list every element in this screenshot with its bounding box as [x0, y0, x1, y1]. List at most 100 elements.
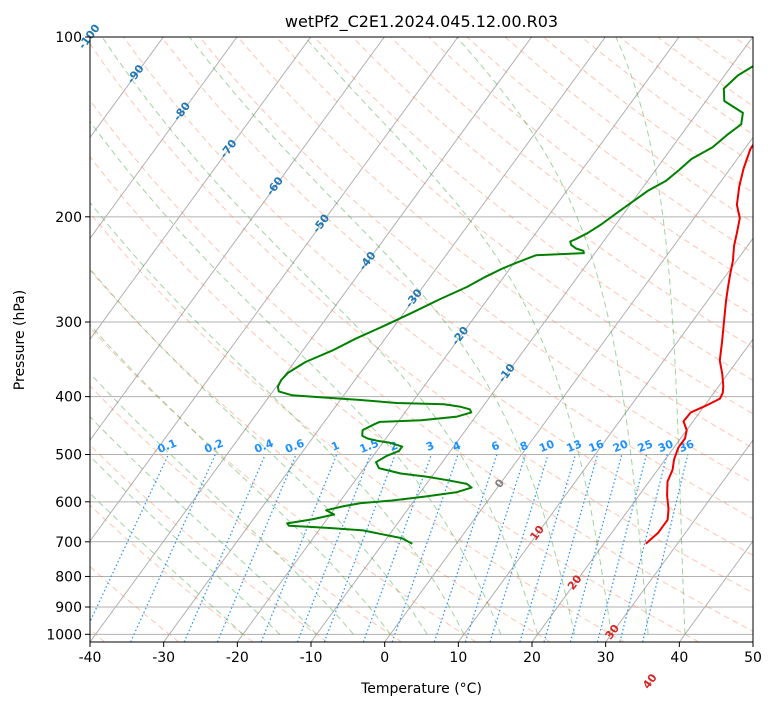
isotherm-line	[90, 37, 238, 240]
y-tick-label: 500	[55, 448, 82, 464]
isotherm-label: -40	[356, 249, 379, 273]
mixing-ratio-label: 0.1	[156, 437, 179, 456]
x-axis: -40 -30 -20 -10 0 10 20 30 40 50	[79, 642, 762, 666]
grid-lines	[90, 37, 753, 642]
isotherm-label: 30	[603, 622, 623, 642]
dry-adiabat	[90, 269, 551, 642]
isotherm-line	[605, 439, 753, 642]
mixing-ratio-label: 6	[490, 439, 502, 454]
dry-adiabat	[466, 37, 753, 254]
y-tick-label: 1000	[46, 627, 82, 643]
isotherm-line	[90, 37, 385, 442]
y-tick-label: 100	[55, 30, 82, 46]
mixing-ratio-label: 0.6	[283, 436, 306, 455]
isotherm-label: -70	[217, 137, 240, 161]
mixing-ratio-line	[596, 454, 648, 642]
plot-frame	[89, 36, 754, 643]
dry-adiabat	[90, 212, 625, 642]
x-tick-label: -20	[226, 650, 249, 666]
isotherm-label: -10	[495, 361, 518, 385]
x-tick-label: -30	[152, 650, 175, 666]
dry-adiabat	[199, 37, 753, 484]
y-tick-label: 400	[55, 390, 82, 406]
dry-adiabat	[657, 37, 753, 107]
mixing-ratio-line	[519, 454, 577, 642]
dry-adiabat	[542, 37, 753, 194]
dry-adiabat	[90, 155, 700, 642]
dry-adiabat	[275, 37, 753, 415]
isotherm-line	[678, 540, 753, 642]
isotherm-line	[163, 37, 606, 642]
mixing-ratio-label: 13	[565, 437, 584, 455]
moist-adiabat	[90, 324, 391, 635]
dry-adiabat	[504, 37, 753, 224]
dry-adiabat	[390, 37, 753, 316]
isotherm-line	[90, 37, 459, 542]
x-tick-label: 50	[744, 650, 762, 666]
moist-adiabat	[90, 416, 317, 635]
isotherm-label: -30	[403, 286, 426, 310]
x-tick-label: -10	[300, 650, 323, 666]
moist-adiabat	[615, 37, 686, 635]
isotherm-label: 40	[640, 671, 660, 691]
mixing-ratio-label: 4	[451, 439, 463, 454]
mixing-ratio-line	[296, 454, 371, 642]
profile-lines	[276, 65, 753, 545]
mixing-ratio-label: 1	[329, 439, 341, 454]
moist-adiabat	[90, 120, 502, 635]
dry-adiabat	[123, 37, 753, 556]
y-tick-label: 200	[55, 210, 82, 226]
y-tick-label: 700	[55, 535, 82, 551]
moist-adiabat	[90, 492, 244, 635]
dry-adiabat	[237, 37, 753, 449]
mixing-ratio-line	[90, 454, 169, 624]
isotherm-line	[90, 37, 533, 642]
dry-adiabat	[733, 37, 753, 52]
x-tick-label: 10	[449, 650, 467, 666]
mixing-ratio-label: 2	[388, 439, 400, 454]
x-tick-label: 20	[523, 650, 541, 666]
y-tick-label: 900	[55, 600, 82, 616]
mixing-ratio-line	[619, 454, 668, 642]
mixing-ratio-label: 10	[537, 437, 556, 455]
mixing-ratio-line	[543, 454, 599, 642]
x-tick-label: 30	[597, 650, 615, 666]
mixing-ratio-label: 16	[587, 437, 606, 455]
moist-adiabat	[90, 455, 281, 635]
chart-title: wetPf2_C2E1.2024.045.12.00.R03	[285, 12, 558, 32]
dry-adiabat	[619, 37, 753, 136]
mixing-ratio-label: 0.2	[202, 437, 225, 456]
mixing-ratio-line	[464, 454, 526, 642]
y-axis: 100 200 300 400 500 600 700 800 900 1000	[46, 30, 90, 643]
mixing-ratio-label: 25	[636, 437, 655, 455]
mixing-ratio-line	[642, 454, 689, 642]
x-tick-label: 40	[670, 650, 688, 666]
mixing-ratio-line	[130, 454, 216, 642]
dry-adiabat	[313, 37, 753, 381]
dry-adiabat	[352, 37, 753, 349]
y-tick-label: 600	[55, 495, 82, 511]
isotherm-line	[531, 338, 753, 642]
dry-adiabat	[161, 37, 753, 520]
dry-adiabat	[90, 326, 477, 642]
dry-adiabat	[90, 99, 753, 632]
mixing-ratio-line	[391, 454, 459, 642]
isotherm-label: 10	[527, 523, 547, 543]
isotherm-line	[752, 641, 753, 642]
reference-lines	[90, 37, 753, 642]
isotherm-label: -60	[264, 174, 287, 198]
moist-adiabat	[304, 37, 612, 635]
mixing-ratio-line	[216, 454, 297, 642]
mixing-ratio-label: 3	[424, 439, 436, 454]
y-tick-label: 300	[55, 315, 82, 331]
dry-adiabat	[90, 504, 254, 642]
dewpoint-profile	[276, 65, 753, 545]
isotherm-label: 0	[492, 476, 507, 490]
moist-adiabat	[101, 37, 539, 635]
mixing-ratio-label: 30	[656, 437, 675, 455]
mixing-ratio-line	[569, 454, 623, 642]
moist-adiabat	[456, 37, 649, 635]
dry-adiabat	[90, 42, 753, 594]
isotherm-label: -50	[310, 211, 333, 235]
isotherm-line	[236, 37, 680, 642]
